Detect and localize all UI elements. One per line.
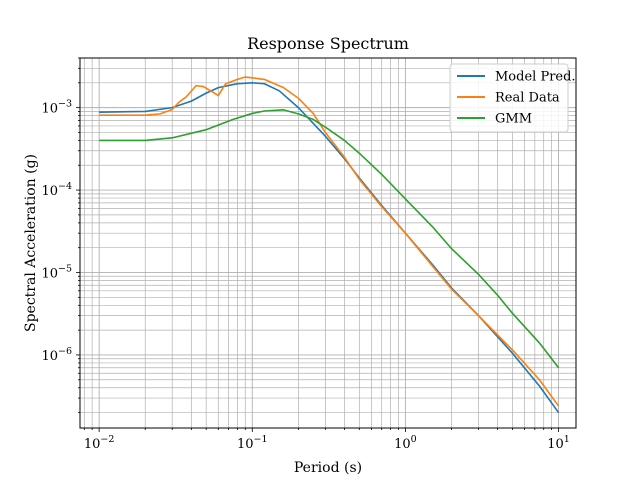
- y-tick-label: 10−4: [41, 181, 72, 199]
- legend-box: [449, 63, 569, 133]
- series-lines: [99, 76, 560, 414]
- y-tick-label: 10−6: [41, 346, 72, 364]
- series-line-gmm: [99, 109, 560, 369]
- legend-label-gmm: GMM: [495, 112, 532, 127]
- x-tick-label: 10−2: [84, 434, 115, 452]
- axis-ticks: [76, 57, 559, 432]
- y-tick-label: 10−5: [41, 264, 72, 282]
- x-tick-label: 100: [394, 434, 417, 452]
- legend-label-model-pred: Model Pred.: [495, 70, 576, 85]
- x-tick-label: 10−1: [237, 434, 268, 452]
- x-axis-label: Period (s): [294, 460, 362, 476]
- y-axis-label: Spectral Acceleration (g): [23, 154, 39, 332]
- axis-tick-labels: 10−2 10−1 100 101 10−6 10−5 10−4 10−3: [41, 99, 569, 452]
- chart-title: Response Spectrum: [247, 34, 409, 53]
- plot-frame: [79, 57, 577, 429]
- series-line-real-data: [99, 76, 560, 407]
- y-tick-label: 10−3: [41, 99, 72, 117]
- legend-label-real-data: Real Data: [495, 91, 560, 106]
- legend: Model Pred. Real Data GMM: [449, 63, 576, 133]
- x-tick-label: 101: [547, 434, 570, 452]
